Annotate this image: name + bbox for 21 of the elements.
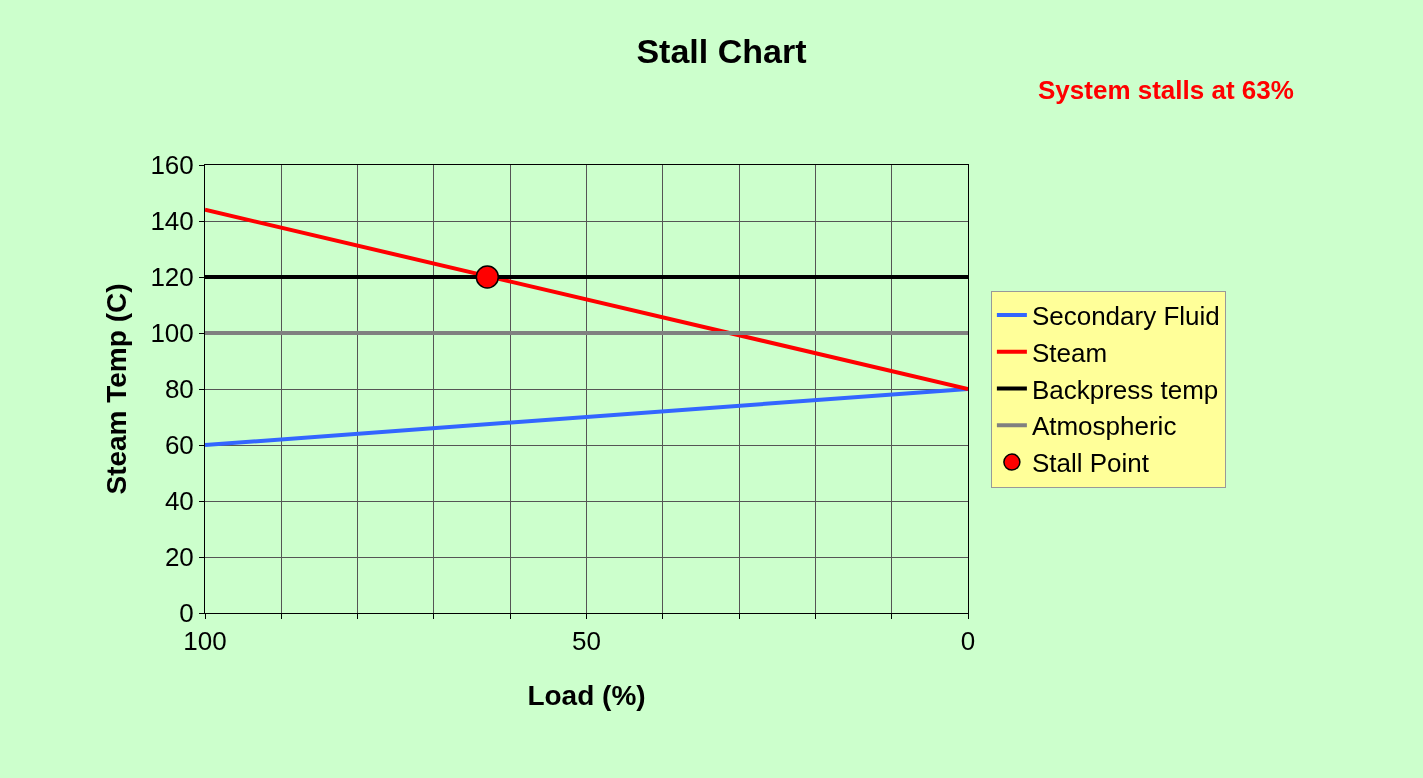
x-tick-label: 50 bbox=[572, 626, 601, 657]
y-tick-label: 160 bbox=[150, 150, 194, 181]
y-tick-label: 120 bbox=[150, 262, 194, 293]
text: System stalls at 63% bbox=[1038, 75, 1294, 105]
x-tick-label: 0 bbox=[960, 626, 976, 657]
chart-title: Stall Chart bbox=[636, 31, 807, 70]
y-axis-title: Steam Temp (C) bbox=[101, 283, 133, 495]
legend-label: Atmospheric bbox=[1031, 411, 1177, 442]
legend-label: Steam bbox=[1031, 337, 1108, 368]
legend-label: Stall Point bbox=[1031, 448, 1150, 479]
y-tick-label: 80 bbox=[164, 374, 194, 405]
x-axis-title: Load (%) bbox=[527, 680, 646, 712]
y-tick-label: 0 bbox=[179, 598, 194, 629]
y-tick-label: 140 bbox=[150, 206, 194, 237]
y-tick-label: 60 bbox=[164, 430, 194, 461]
x-tick-label: 100 bbox=[183, 626, 227, 657]
y-tick-label: 20 bbox=[164, 542, 194, 573]
y-tick-label: 100 bbox=[150, 318, 194, 349]
legend-label: Backpress temp bbox=[1031, 374, 1219, 405]
y-tick-label: 40 bbox=[164, 486, 194, 517]
legend-label: Secondary Fluid bbox=[1031, 301, 1220, 332]
